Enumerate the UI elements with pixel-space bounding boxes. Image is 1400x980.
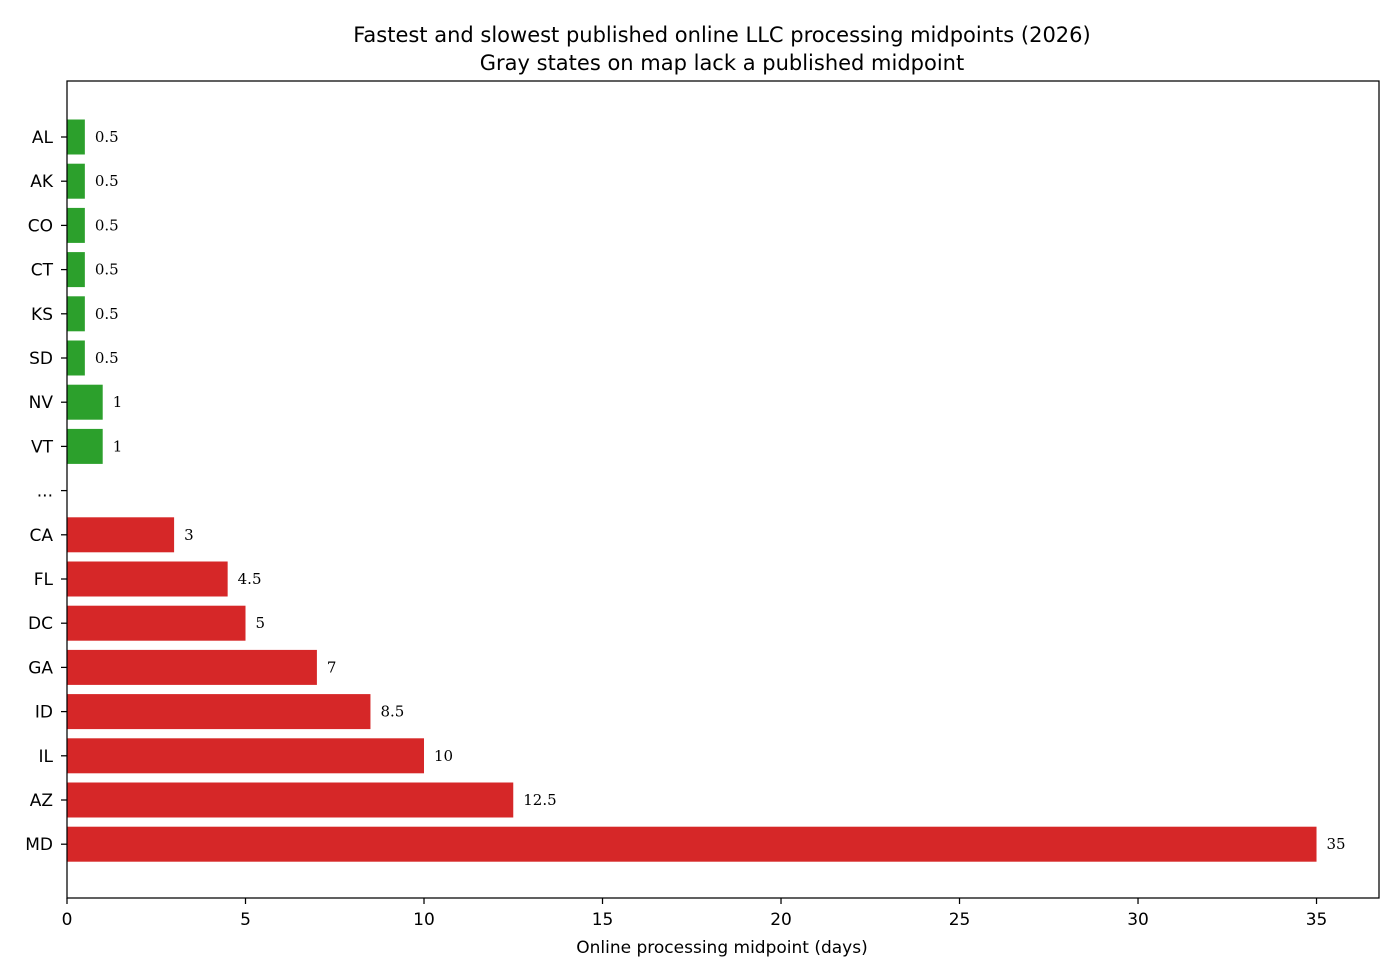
x-tick-label: 20 xyxy=(770,910,792,930)
y-tick-label: AZ xyxy=(30,791,53,811)
data-label: 1 xyxy=(113,437,123,455)
y-tick-label: AK xyxy=(30,172,54,192)
data-label: 35 xyxy=(1327,835,1346,853)
y-tick-label: FL xyxy=(34,570,54,590)
y-tick-label: CO xyxy=(28,216,53,236)
y-tick-label: NV xyxy=(29,393,54,413)
bars-layer xyxy=(67,119,1317,862)
y-tick-label: SD xyxy=(29,349,53,369)
y-tick-label: KS xyxy=(31,305,53,325)
bar-il xyxy=(67,738,425,774)
y-tick-label: ... xyxy=(37,482,53,502)
bar-vt xyxy=(67,428,103,464)
y-tick-label: GA xyxy=(28,658,53,678)
y-tick-label: MD xyxy=(25,835,53,855)
bar-ca xyxy=(67,517,175,553)
y-axis-tick-labels: AL AK CO CT KS SD NV VT... CA FL DC GA ID IL AZ MD xyxy=(25,128,67,855)
y-tick-label: VT xyxy=(31,437,54,457)
data-label: 3 xyxy=(184,526,194,544)
x-tick-label: 30 xyxy=(1127,910,1149,930)
chart-subtitle: Gray states on map lack a published midp… xyxy=(480,51,964,75)
bar-ga xyxy=(67,649,317,685)
bar-az xyxy=(67,782,514,818)
y-tick-label: ID xyxy=(35,703,53,723)
bar-co xyxy=(67,207,85,243)
bar-md xyxy=(67,826,1317,862)
bar-ct xyxy=(67,252,85,288)
data-labels: 0.5 0.5 0.5 0.5 0.5 0.5 1 1 3 4.5 5 7 8.5 10 12.5 35 xyxy=(95,128,1346,853)
data-label: 0.5 xyxy=(95,261,119,279)
data-label: 0.5 xyxy=(95,172,119,190)
x-tick-label: 35 xyxy=(1306,910,1328,930)
y-tick-label: DC xyxy=(28,614,53,634)
data-label: 0.5 xyxy=(95,128,119,146)
chart-title: Fastest and slowest published online LLC… xyxy=(353,23,1090,47)
x-axis-label: Online processing midpoint (days) xyxy=(576,938,867,958)
y-tick-label: CT xyxy=(31,261,54,281)
bar-sd xyxy=(67,340,85,376)
data-label: 8.5 xyxy=(380,703,404,721)
data-label: 0.5 xyxy=(95,216,119,234)
x-tick-label: 5 xyxy=(240,910,251,930)
bar-ak xyxy=(67,163,85,199)
bar-al xyxy=(67,119,85,155)
bar-dc xyxy=(67,605,246,641)
data-label: 10 xyxy=(434,747,453,765)
plot-area-frame xyxy=(66,80,1380,899)
bar-ks xyxy=(67,296,85,332)
y-tick-label: AL xyxy=(32,128,54,148)
data-label: 12.5 xyxy=(523,791,556,809)
bar-nv xyxy=(67,384,103,420)
x-tick-label: 10 xyxy=(413,910,435,930)
data-label: 5 xyxy=(256,614,266,632)
bar-id xyxy=(67,694,371,730)
x-tick-label: 0 xyxy=(62,910,73,930)
y-tick-label: IL xyxy=(39,747,54,767)
data-label: 4.5 xyxy=(238,570,262,588)
bar-fl xyxy=(67,561,228,597)
data-label: 1 xyxy=(113,393,123,411)
data-label: 0.5 xyxy=(95,349,119,367)
x-axis-ticks: 0 5 10 15 20 25 30 35 xyxy=(62,898,1328,930)
data-label: 7 xyxy=(327,658,337,676)
data-label: 0.5 xyxy=(95,305,119,323)
x-tick-label: 15 xyxy=(592,910,614,930)
x-tick-label: 25 xyxy=(949,910,971,930)
y-tick-label: CA xyxy=(30,526,54,546)
